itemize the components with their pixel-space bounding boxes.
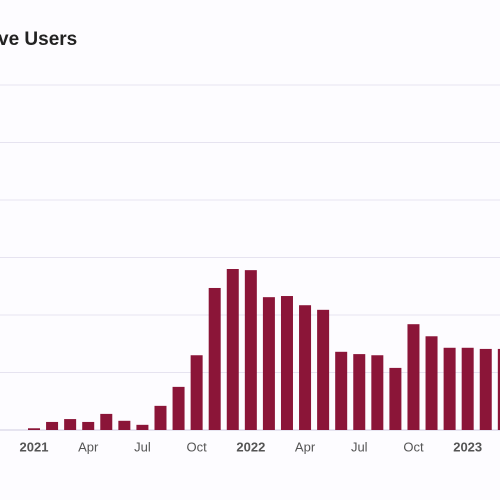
bar [443,347,456,430]
x-tick-label: Jul [134,439,151,454]
bar [407,324,420,430]
bar [244,270,257,430]
bar [118,420,131,430]
bar [136,424,149,430]
bar [82,421,95,430]
bar [28,428,40,430]
x-tick-label: Oct [403,439,424,454]
bar [154,405,167,430]
bar [226,269,239,430]
bar [172,386,185,430]
bar [461,347,474,430]
x-tick-label: Jul [351,439,368,454]
bar [317,309,330,430]
bar [280,296,293,430]
bar [479,348,492,430]
bar [425,336,438,430]
bar [371,355,384,430]
bar [190,355,203,430]
bar [335,351,348,430]
x-tick-label: Apr [295,439,316,454]
x-tick-label: Oct [187,439,208,454]
bar [262,297,275,430]
bar [100,413,113,430]
chart-title: ve Users [0,29,77,50]
bar [208,287,221,430]
x-tick-label: 2022 [236,439,265,454]
bar [64,419,77,430]
bar [299,305,312,430]
x-tick-label: 2023 [453,439,482,454]
bar [46,421,59,430]
bar [389,367,402,430]
x-tick-label: Apr [78,439,99,454]
bar [497,348,500,430]
x-tick-label: 2021 [20,439,49,454]
bar [353,354,366,430]
